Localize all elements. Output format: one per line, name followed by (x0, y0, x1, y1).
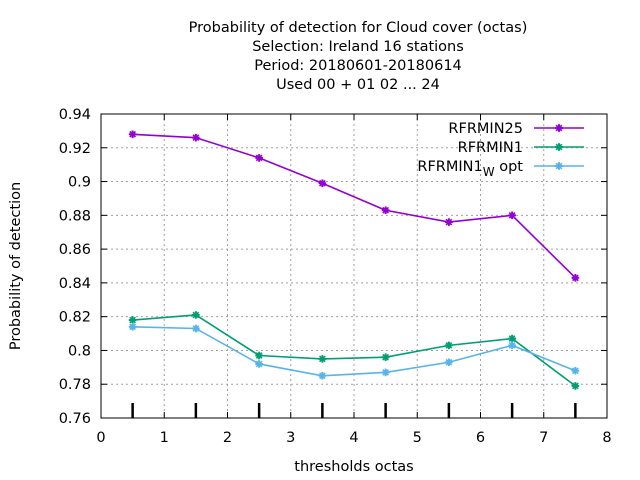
data-point (128, 130, 137, 139)
series-2 (128, 311, 580, 390)
series-3 (128, 323, 580, 380)
data-point (128, 323, 137, 331)
series-line (132, 133, 576, 279)
data-point (508, 211, 516, 220)
data-point (381, 206, 390, 215)
data-point (318, 179, 327, 188)
data-point (381, 353, 390, 361)
grid (101, 114, 607, 418)
data-point (571, 274, 580, 282)
x-tick-label: 5 (413, 430, 422, 446)
y-tick-label: 0.94 (59, 107, 91, 123)
data-point (508, 334, 516, 343)
data-point (381, 368, 390, 377)
x-tick-label: 8 (602, 430, 611, 446)
data-point (192, 311, 200, 319)
data-point (555, 124, 563, 132)
data-point (445, 218, 453, 226)
y-tick-label: 0.84 (59, 276, 91, 292)
data-point (255, 360, 263, 368)
y-tick-label: 0.8 (68, 343, 91, 359)
series (128, 130, 580, 390)
data-point (192, 324, 200, 333)
data-point (318, 371, 327, 380)
x-tick-label: 1 (160, 430, 169, 446)
title-line-3: Period: 20180601-20180614 (254, 58, 462, 74)
legend-label: RFRMIN25 (448, 121, 523, 137)
y-tick-label: 0.88 (59, 208, 91, 224)
series-1 (128, 130, 580, 282)
legend-entry: RFRMIN25 (448, 121, 584, 137)
data-point (555, 162, 563, 170)
data-point (255, 351, 263, 360)
data-point (318, 355, 327, 363)
y-tick-label: 0.92 (59, 141, 91, 157)
legend-entry: RFRMIN1W opt (417, 159, 584, 179)
data-point (508, 341, 516, 350)
x-tick-label: 7 (539, 430, 548, 446)
x-tick-label: 3 (286, 430, 295, 446)
y-axis-label: Probability of detection (8, 182, 24, 350)
data-point (255, 154, 263, 162)
legend: RFRMIN25 RFRMIN1 RFRMIN1W opt (417, 121, 584, 179)
legend-label: RFRMIN1W opt (417, 159, 523, 179)
data-point (445, 358, 453, 367)
axis-ticks (100, 113, 608, 419)
y-tick-label: 0.9 (68, 175, 91, 191)
title-line-1: Probability of detection for Cloud cover… (189, 20, 528, 36)
data-point (555, 143, 563, 151)
data-point (571, 366, 580, 375)
legend-entry: RFRMIN1 (458, 140, 584, 156)
legend-label: RFRMIN1 (458, 140, 523, 156)
y-tick-label: 0.78 (59, 377, 91, 393)
data-point (128, 316, 137, 324)
x-axis-label: thresholds octas (294, 459, 413, 475)
data-point (571, 382, 580, 390)
x-tick-labels: 0 1 2 3 4 5 6 7 8 (96, 430, 611, 446)
y-tick-label: 0.76 (59, 411, 91, 427)
x-tick-label: 2 (223, 430, 232, 446)
y-tick-label: 0.86 (59, 242, 91, 258)
bottom-tick-marks (131, 403, 577, 418)
x-tick-label: 6 (476, 430, 485, 446)
y-tick-labels: 0.76 0.78 0.8 0.82 0.84 0.86 0.88 0.9 0.92 0.94 (59, 107, 91, 427)
y-tick-label: 0.82 (59, 310, 91, 326)
data-point (445, 341, 453, 350)
x-tick-label: 4 (349, 430, 358, 446)
series-line (132, 326, 576, 377)
x-tick-label: 0 (96, 430, 105, 446)
series-line (132, 314, 576, 387)
chart-title: Probability of detection for Cloud cover… (189, 20, 528, 93)
data-point (192, 133, 200, 142)
title-line-4: Used 00 + 01 02 ... 24 (276, 77, 440, 93)
title-line-2: Selection: Ireland 16 stations (252, 39, 464, 55)
